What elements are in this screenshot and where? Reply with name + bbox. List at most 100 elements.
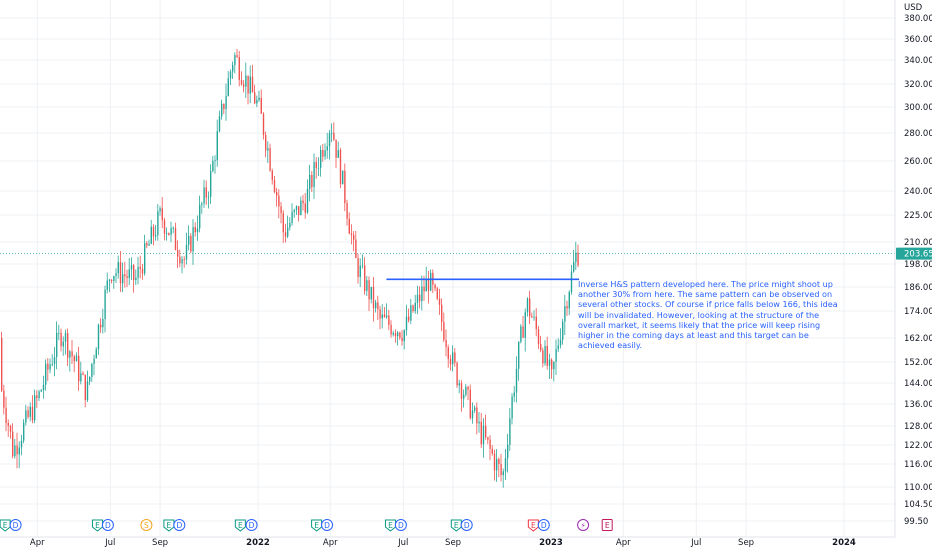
event-marker-news[interactable]: ⚡ — [577, 519, 590, 531]
candle-body — [293, 210, 295, 212]
candle-body — [331, 132, 333, 134]
candle-body — [190, 235, 192, 252]
candle-body — [520, 326, 522, 342]
candle-body — [51, 363, 53, 365]
event-label: E — [3, 521, 8, 530]
event-marker-earnings[interactable]: E — [311, 519, 323, 532]
event-marker-earnings-upcoming[interactable]: E — [601, 519, 613, 531]
candle-body — [309, 174, 311, 189]
candle-body — [104, 289, 106, 320]
candle-body — [465, 386, 467, 395]
price-tick-label: 162.00 — [904, 334, 932, 344]
time-tick-label: Sep — [152, 538, 168, 548]
candle-body — [529, 298, 531, 317]
price-tick-label: 144.00 — [904, 379, 932, 389]
event-marker-dividend[interactable]: D — [460, 519, 473, 531]
candle-body — [456, 362, 458, 386]
event-marker-earnings[interactable]: E — [91, 519, 103, 532]
candle-body — [386, 315, 388, 318]
candle-body — [540, 344, 542, 351]
event-marker-earnings[interactable]: E — [450, 519, 462, 532]
candle-body — [216, 131, 218, 161]
event-marker-earnings-negative[interactable]: E — [527, 519, 539, 532]
price-tick-label: 116.00 — [904, 460, 932, 470]
candle-body — [324, 150, 326, 157]
event-badge — [321, 519, 334, 531]
candle-body — [141, 268, 144, 274]
time-tick-label: Jul — [397, 538, 408, 548]
event-marker-dividend[interactable]: D — [537, 519, 550, 531]
event-marker-earnings[interactable]: E — [234, 519, 246, 532]
candle-body — [212, 160, 214, 172]
candle-body — [377, 302, 379, 310]
candle-body — [403, 330, 405, 342]
candle-body — [458, 383, 460, 386]
event-badge — [311, 519, 323, 532]
price-tick-label: 152.00 — [904, 358, 932, 368]
currency-label: USD — [904, 3, 923, 13]
candle-body — [14, 445, 16, 457]
candle-body — [100, 324, 102, 328]
candle-body — [535, 316, 537, 330]
event-marker-dividend[interactable]: D — [321, 519, 334, 531]
candle-body — [84, 374, 86, 401]
time-tick-label: Jul — [690, 538, 701, 548]
candle-body — [544, 345, 546, 364]
price-axis[interactable]: USD 99.50 104.50 110.00 116.00 122.00 128.00 13… — [894, 0, 932, 537]
candle-body — [269, 148, 271, 171]
price-tick-label: 110.00 — [904, 483, 932, 493]
candle-body — [564, 306, 566, 322]
event-marker-dividend[interactable]: D — [101, 519, 114, 531]
event-marker-dividend[interactable]: D — [394, 519, 407, 531]
candle-body — [311, 174, 313, 187]
candle-body — [218, 116, 221, 132]
candle-body — [229, 71, 232, 79]
candle-body — [383, 314, 386, 318]
event-marker-dividend[interactable]: D — [173, 519, 186, 531]
candle-body — [353, 235, 355, 240]
candle-body — [533, 316, 535, 318]
event-label: E — [388, 521, 393, 530]
candle-body — [298, 206, 300, 216]
candle-body — [434, 284, 436, 289]
candle-body — [531, 316, 533, 318]
candle-body — [205, 187, 207, 198]
candle-body — [430, 272, 432, 291]
event-label: D — [324, 521, 330, 530]
time-axis[interactable]: Apr Jul Sep 2022 Apr Jul Sep 2023 Apr Jul Sep 2024 — [0, 536, 895, 548]
events-row: E D E D S E D E D E D E D E D E D ⚡ E — [0, 519, 613, 532]
candle-body — [346, 203, 348, 219]
candle-body — [315, 162, 317, 169]
candle-body — [399, 332, 401, 338]
trade-idea-annotation[interactable]: Inverse H&S pattern developed here. The … — [578, 279, 838, 351]
candle-body — [419, 294, 421, 302]
candle-body — [78, 355, 80, 382]
candle-body — [551, 359, 553, 370]
candle-body — [302, 200, 304, 204]
candle-body — [333, 132, 335, 140]
price-tick-label: 122.00 — [904, 441, 932, 451]
candle-body — [496, 459, 498, 471]
candle-body — [137, 266, 139, 278]
event-marker-earnings[interactable]: E — [384, 519, 396, 532]
event-label: E — [238, 521, 243, 530]
event-marker-split[interactable]: S — [140, 519, 153, 531]
event-badge — [234, 519, 246, 532]
candle-body — [568, 292, 570, 309]
candle-body — [9, 425, 12, 432]
event-marker-earnings[interactable]: E — [163, 519, 175, 532]
candle-body — [177, 249, 179, 257]
price-tick-label: 280.00 — [904, 129, 932, 139]
candle-body — [122, 274, 124, 284]
event-marker-earnings[interactable]: E — [0, 519, 11, 532]
candle-body — [223, 103, 225, 110]
candle-body — [128, 269, 130, 279]
event-marker-dividend[interactable]: D — [9, 519, 22, 531]
price-tick-label: 198.00 — [904, 260, 932, 270]
candle-body — [469, 389, 471, 419]
event-badge — [163, 519, 175, 532]
candle-body — [381, 314, 383, 319]
event-marker-dividend[interactable]: D — [245, 519, 258, 531]
candle-body — [304, 203, 306, 213]
